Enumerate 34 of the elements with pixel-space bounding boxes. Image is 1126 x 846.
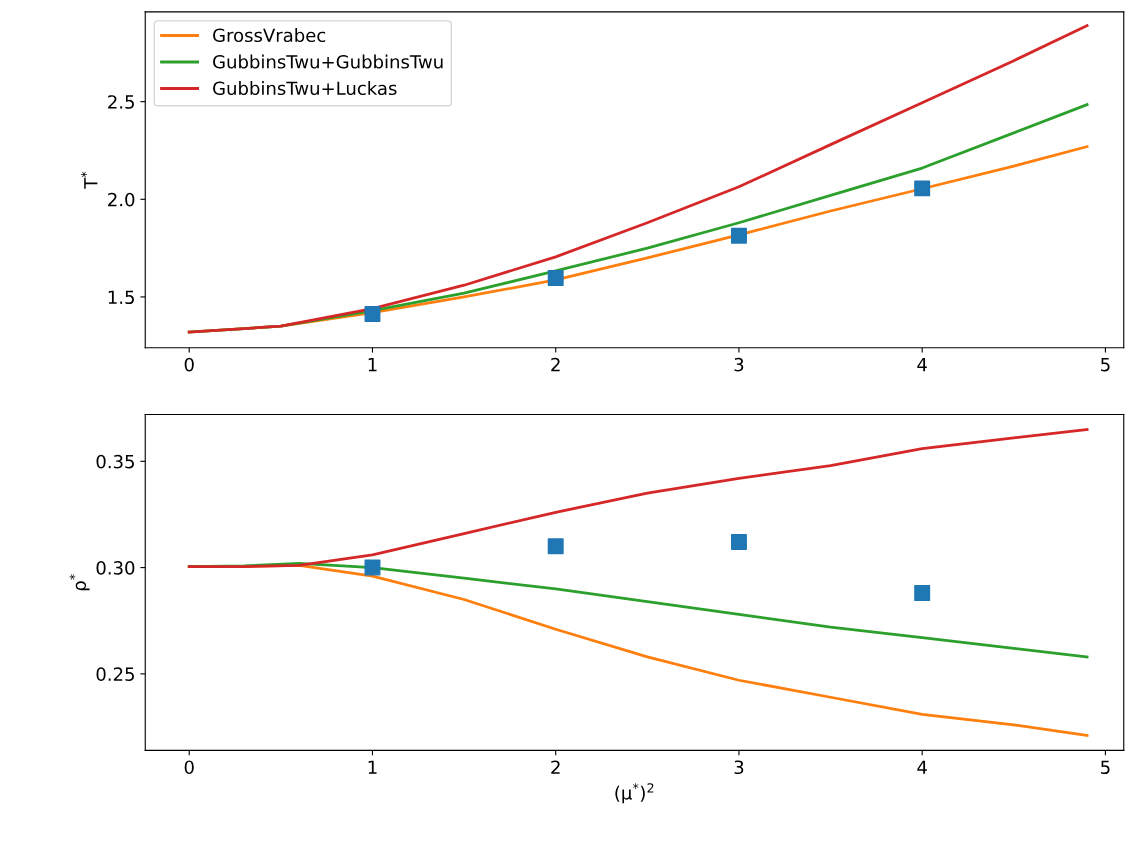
legend-label: GubbinsTwu+Luckas [213,81,397,96]
x-tick-label: 5 [1101,760,1110,775]
point [730,534,747,551]
x-tick-label: 1 [368,357,377,372]
x-tick-label: 5 [1101,357,1110,372]
x-tick-label: 2 [551,760,560,774]
x-tick-label: 2 [551,357,560,372]
point [547,538,564,555]
x-tick-label: 4 [917,760,927,774]
legend-label: GubbinsTwu+GubbinsTwu [213,54,443,69]
x-tick-label: 4 [917,357,927,372]
y-tick-label: 2.0 [108,192,135,207]
point [364,559,381,576]
point [364,305,381,322]
x-axis-title: (μ$^{*}$)$^{2}$ [615,783,654,804]
x-tick-label: 3 [734,760,744,775]
point [914,585,931,602]
y-tick-label: 2.5 [108,95,134,109]
line-series [187,428,1089,568]
y-axis-title: T$^{*}$ [81,171,98,189]
point [547,270,564,286]
y-tick-label: 0.35 [96,454,134,469]
x-tick-label: 0 [184,760,194,775]
point [730,227,747,244]
y-tick-label: 1.5 [108,290,134,305]
y-axis-title: ρ$^{*}$ [69,574,90,591]
x-tick-label: 3 [734,357,744,372]
line-series [187,24,1089,334]
x-tick-label: 0 [184,357,194,372]
point [914,180,931,197]
legend-label: GrossVrabec [213,28,326,43]
x-tick-label: 1 [368,760,377,774]
y-tick-label: 0.30 [96,561,135,575]
y-tick-label: 0.25 [96,667,134,681]
